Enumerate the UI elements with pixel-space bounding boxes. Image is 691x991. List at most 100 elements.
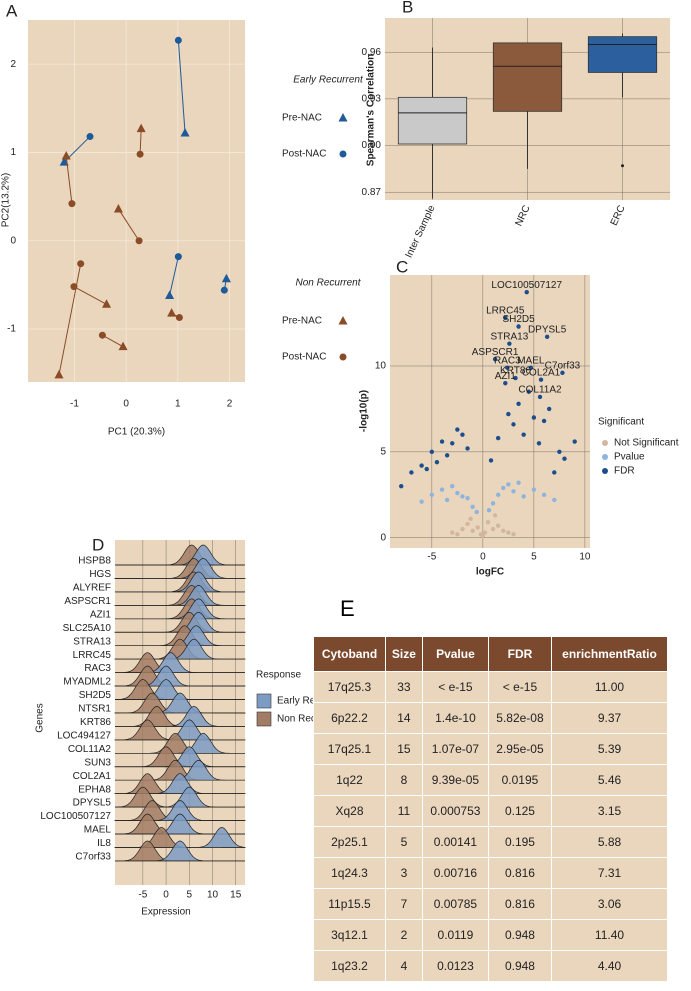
table-cell: 4.40 [551,950,668,982]
point-label: DPYSL5 [528,324,567,335]
annotated-point [544,334,550,340]
y-tick-label: 0.93 [362,94,382,105]
point [516,401,521,406]
point [488,458,494,463]
gene-label: EPHA8 [78,784,111,795]
table-cell: 1q22 [313,764,386,796]
panel-label: B [402,0,413,16]
point [434,459,440,465]
panel-label: A [6,1,18,20]
gene-label: LOC494127 [57,730,111,741]
table-cell: < e-15 [421,671,489,703]
annotated-point [492,356,498,362]
table-cell: 5.88 [551,826,668,858]
density-ridge [115,706,245,727]
point [511,532,516,537]
point-label: ASPSCR1 [472,347,519,358]
x-tick-label: 5 [187,890,193,901]
point [552,470,557,475]
gene-label: STRA13 [73,636,111,647]
y-tick-label: -1 [7,324,16,335]
legend-label: Pre-NAC [282,113,322,124]
table-cell: 33 [384,671,423,703]
legend-label: Post-NAC [282,352,326,363]
point-label: MAEL [517,355,545,366]
table-row: 6p22.2 14 1.4e-10 5.82e-08 9.37 [313,702,668,734]
table-row: 3q12.1 2 0.0119 0.948 11.40 [313,919,668,951]
point [465,521,470,527]
panel-label: E [340,596,355,621]
outlier [621,164,624,168]
point [470,528,475,534]
point [506,482,511,487]
legend-label: Non Recurrent [277,714,342,725]
point-label: LOC100507127 [491,280,562,291]
triangle-marker [167,308,177,317]
table-cell: 11.40 [551,919,668,951]
table-cell: 11.00 [551,671,668,703]
y-tick-label: 0 [380,532,386,543]
legend-swatch [256,693,272,709]
point [439,487,445,492]
legend-title: Early Recurrent [293,75,364,86]
point [506,411,511,417]
x-tick-label: 10 [207,890,219,901]
x-axis-label: logFC [476,567,504,578]
annotated-point [516,324,521,329]
gene-label: COL11A2 [68,744,112,755]
density-ridge [115,652,245,673]
table-cell: 15 [384,733,423,765]
table-cell: 2p25.1 [313,826,386,858]
x-tick-label: 0 [123,399,129,410]
table-cell: 3.06 [551,888,668,920]
circle-marker [70,283,78,291]
density-ridge [114,800,246,821]
gene-label: LRRC45 [73,650,112,661]
point [521,432,526,437]
gene-label: DPYSL5 [73,798,112,809]
point [450,530,455,535]
triangle-marker [118,341,128,351]
x-tick-label: 10 [579,552,591,563]
table-cell: 0.0119 [421,919,489,951]
legend-swatch [256,711,272,727]
point [495,492,501,497]
table-cell: 9.37 [551,702,668,734]
triangle-marker [102,299,112,308]
table-cell: 0.000753 [421,795,489,827]
point [486,508,492,513]
point-label: STRA13 [490,331,528,342]
point [439,439,445,444]
gene-label: C7orf33 [75,852,111,863]
annotated-point [560,370,565,376]
table-cell: 6p22.2 [313,702,386,734]
point [468,516,473,522]
point [572,439,577,444]
point [536,441,542,446]
triangle-marker [59,157,69,166]
circle-marker [136,150,144,158]
gene-label: IL8 [97,838,111,849]
point-label: COL2A1 [522,367,561,378]
table-cell: 0.00785 [421,888,489,920]
gene-label: ALYREF [73,583,111,594]
point [455,532,460,537]
y-axis-label: -log10(p) [359,390,370,432]
point [399,483,404,489]
pair-link [65,155,73,204]
table-cell: 11p15.5 [313,888,386,920]
box [397,96,468,145]
point [455,490,460,496]
table-cell: 0.816 [487,857,553,889]
annotated-point [503,315,508,321]
box [587,36,658,73]
point [501,528,506,534]
point [531,487,537,492]
triangle-marker [338,316,348,325]
triangle-marker [136,123,146,133]
pair-link [169,256,179,296]
table-cell: 9.39e-05 [421,764,489,796]
annotated-point [528,365,534,370]
table-row: 1q24.3 3 0.00716 0.816 7.31 [313,857,668,889]
panel-label: C [396,257,408,276]
